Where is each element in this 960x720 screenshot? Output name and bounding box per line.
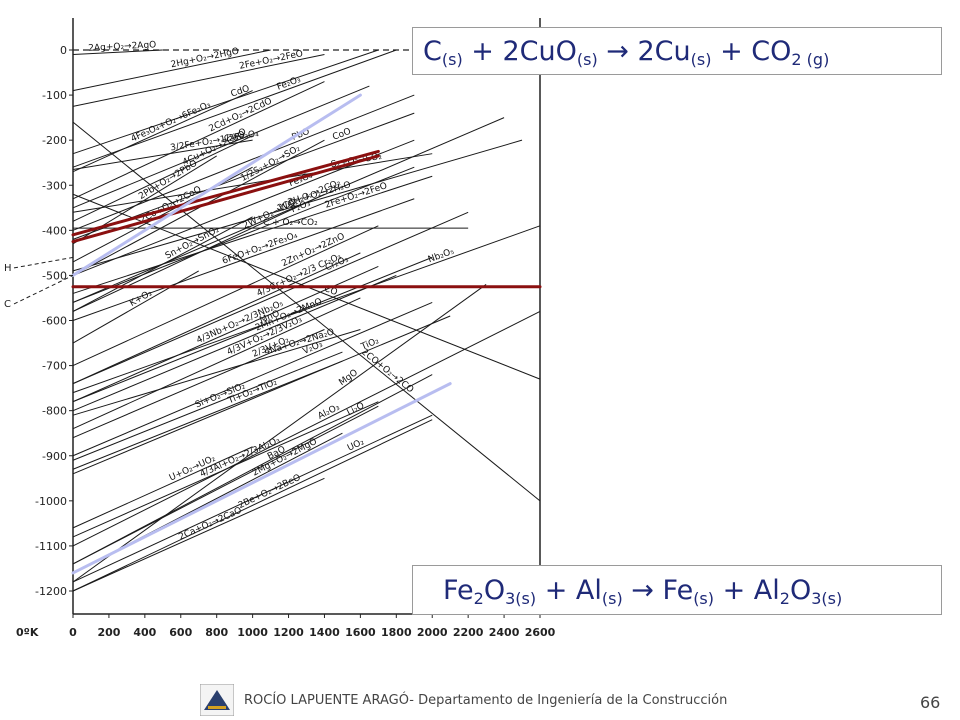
reaction-label: 2Ca+O₂→2CaO xyxy=(177,506,243,543)
x-tick-label: 800 xyxy=(205,626,228,639)
reaction-line xyxy=(72,117,505,303)
x-tick-label: 2000 xyxy=(417,626,448,639)
reaction-line xyxy=(72,139,253,170)
reaction-line xyxy=(72,49,271,92)
reaction-line xyxy=(72,329,361,416)
y-tick-label: -600 xyxy=(42,315,67,328)
y-tick-label: 0 xyxy=(60,44,67,57)
x-tick-label: 2200 xyxy=(453,626,484,639)
reaction-label: C + O₂→CO₂ xyxy=(263,218,318,228)
y-tick-label: -400 xyxy=(42,224,67,237)
reaction-line xyxy=(72,265,379,403)
reaction-line xyxy=(72,81,325,200)
reaction-line xyxy=(72,446,253,529)
reaction-label: 2Be+O₂→2BeO xyxy=(237,473,302,511)
x-tick-label: 1800 xyxy=(381,626,412,639)
reaction-label: 2Ag+O₂→2AgO xyxy=(88,40,156,53)
reaction-line xyxy=(72,284,487,583)
reaction-line xyxy=(72,139,523,272)
reaction-line xyxy=(72,297,361,430)
reaction-line xyxy=(72,198,415,321)
reaction-label: Fe₂O₃ xyxy=(276,75,303,93)
y-tick-label: -300 xyxy=(42,179,67,192)
y-tick-label: -100 xyxy=(42,89,67,102)
footer-credit: ROCÍO LAPUENTE ARAGÓ- Departamento de In… xyxy=(244,693,728,708)
reaction-line xyxy=(72,405,379,565)
reaction-line xyxy=(72,193,325,312)
reaction-line xyxy=(72,216,253,312)
reaction-line xyxy=(72,477,325,592)
y-tick-label: -800 xyxy=(42,405,67,418)
reaction-line xyxy=(72,351,343,461)
reaction-line xyxy=(72,175,433,294)
x-tick-label: 0 xyxy=(69,626,77,639)
highlight-line xyxy=(71,93,362,277)
reaction-line xyxy=(72,225,541,394)
reaction-line xyxy=(72,360,343,470)
reaction-label: MgO xyxy=(337,368,360,388)
highlight-line xyxy=(71,149,380,237)
reaction-line xyxy=(72,419,433,592)
x-tick-label: 600 xyxy=(169,626,192,639)
x-tick-label: 1400 xyxy=(309,626,340,639)
reaction-line xyxy=(72,94,415,231)
reaction-line xyxy=(72,414,433,583)
y-tick-label: -200 xyxy=(42,134,67,147)
reaction-line xyxy=(72,311,541,547)
equation-thermite: Fe2O3(s) + Al(s) → Fe(s) + Al2O3(s) xyxy=(412,565,942,615)
reaction-line xyxy=(72,329,325,439)
y-tick-label: -500 xyxy=(42,269,67,282)
reaction-line xyxy=(72,49,163,56)
reaction-label: 2Fe+O₂→2FeO xyxy=(239,49,304,72)
y-tick-label: -1200 xyxy=(35,585,67,598)
x-tick-label: 1200 xyxy=(273,626,304,639)
x-tick-label: 2600 xyxy=(525,626,556,639)
reaction-line xyxy=(72,401,379,538)
equation-cuo-reduction: C(s) + 2CuO(s) → 2Cu(s) + CO2 (g) xyxy=(412,27,942,75)
c-dash xyxy=(13,274,74,305)
left-mark-c: C xyxy=(4,299,11,310)
x-tick-label: 400 xyxy=(133,626,156,639)
x-tick-label: 1000 xyxy=(237,626,268,639)
reaction-line xyxy=(72,256,433,403)
reaction-line xyxy=(72,270,199,344)
y-tick-label: -900 xyxy=(42,450,67,463)
reaction-line xyxy=(72,302,433,457)
reaction-line xyxy=(72,49,379,155)
y-tick-label: -1000 xyxy=(35,495,67,508)
reaction-line xyxy=(72,225,379,367)
reaction-label: Li₂O xyxy=(345,401,366,418)
reaction-label: UO₂ xyxy=(346,437,366,454)
reaction-line xyxy=(72,252,361,385)
reaction-line xyxy=(72,211,469,385)
reaction-line xyxy=(72,374,433,565)
reaction-line xyxy=(72,166,415,303)
h-dash xyxy=(13,256,74,269)
reaction-line xyxy=(72,315,451,475)
y-tick-label: -700 xyxy=(42,360,67,373)
reaction-line xyxy=(72,85,370,209)
reaction-line xyxy=(72,54,325,107)
y-tick-label: -1100 xyxy=(35,540,67,553)
reaction-label: Nb₂O₅ xyxy=(427,247,456,266)
x-axis-label: 0ºK xyxy=(16,626,39,639)
highlight-line xyxy=(71,154,380,244)
left-mark-h: H xyxy=(4,263,12,274)
reaction-line xyxy=(72,153,433,213)
reaction-line xyxy=(72,90,253,173)
reaction-label: Al₂O₃ xyxy=(316,402,341,421)
highlight-line xyxy=(71,382,452,575)
x-tick-label: 1600 xyxy=(345,626,376,639)
university-logo-icon xyxy=(200,684,234,716)
reaction-label: K+O₂ xyxy=(128,288,154,309)
reaction-line xyxy=(72,121,541,502)
page-number: 66 xyxy=(920,693,941,712)
x-tick-label: 200 xyxy=(97,626,120,639)
reaction-line xyxy=(72,274,397,412)
x-tick-label: 2400 xyxy=(489,626,520,639)
